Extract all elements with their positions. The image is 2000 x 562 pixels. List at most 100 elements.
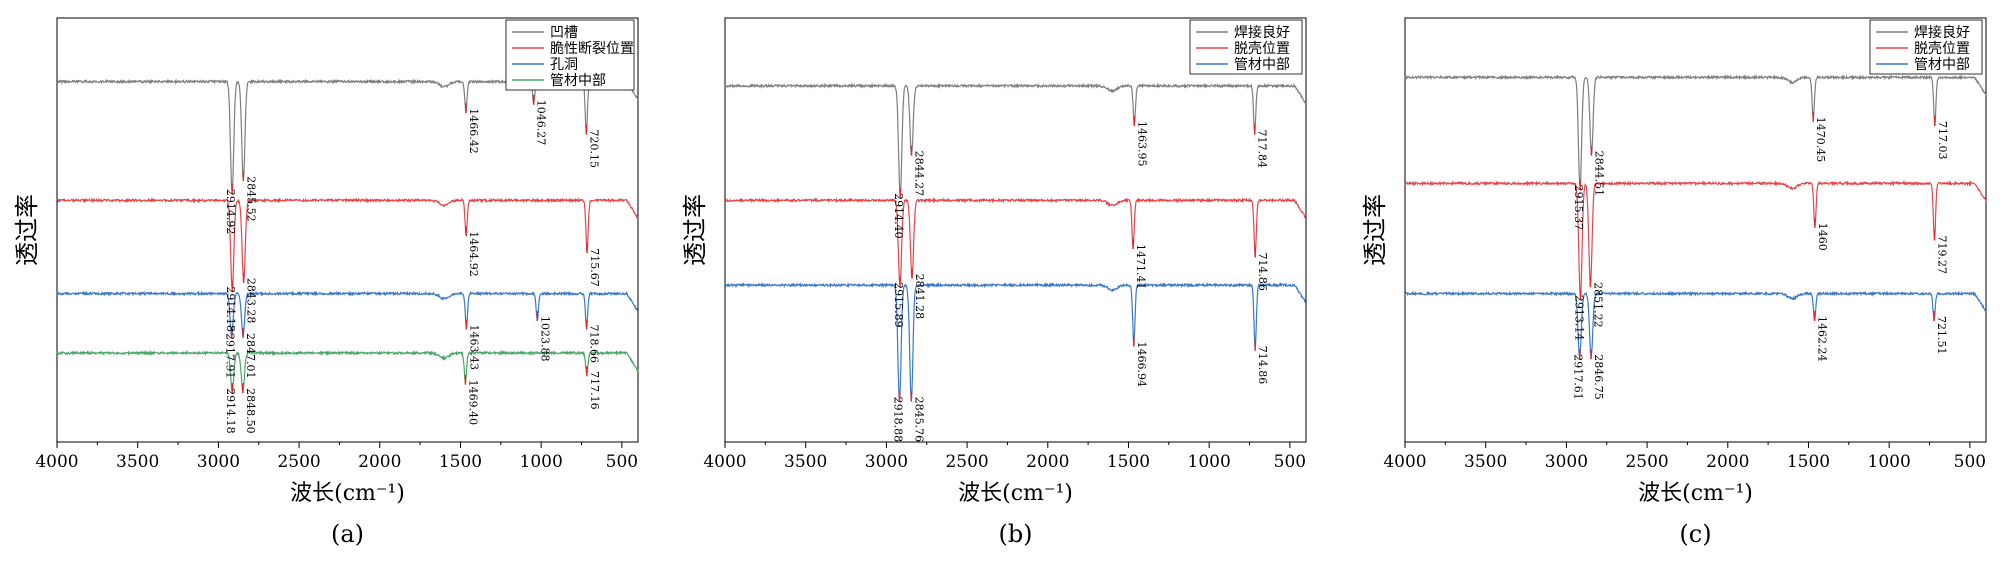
x-tick-label: 3000 [865, 452, 908, 472]
plot-frame [56, 17, 639, 443]
peak-label: 1466.94 [1135, 341, 1148, 387]
plot-frame [724, 17, 1307, 443]
x-tick-label: 1500 [1787, 452, 1830, 472]
legend-entry: 管材中部 [550, 73, 606, 89]
peak-label: 2841.28 [913, 274, 926, 320]
legend-entry: 孔洞 [550, 57, 578, 73]
x-tick-label: 4000 [703, 452, 746, 472]
x-tick-label: 2500 [277, 452, 320, 472]
legend-entry: 管材中部 [1914, 57, 1970, 73]
panel-2: 4000 3500 3000 2500 2000 1500 1000 500 波长(cm⁻¹) 透… [1361, 17, 1987, 548]
series-line-3 [56, 78, 639, 192]
x-tick-label: 1000 [520, 452, 563, 472]
panel-label: (a) [331, 520, 364, 548]
peak-label: 2846.75 [1592, 354, 1605, 400]
peak-label: 714.86 [1256, 346, 1269, 385]
legend-box [1869, 19, 1983, 75]
legend-entry: 脱壳位置 [1914, 40, 1970, 57]
peak-label: 2844.27 [913, 151, 926, 197]
series-line-1 [56, 290, 639, 337]
peak-label: 714.86 [1256, 252, 1269, 291]
peak-label: 2845.76 [912, 397, 925, 443]
peak-label: 2914.92 [224, 189, 237, 235]
peak-label: 2851.22 [1591, 282, 1604, 328]
x-axis-label: 波长(cm⁻¹) [290, 481, 405, 506]
peak-label: 2843.28 [245, 278, 258, 324]
x-tick-label: 3500 [784, 452, 827, 472]
peak-label: 2915.89 [892, 282, 905, 328]
legend-entry: 焊接良好 [1914, 24, 1970, 41]
x-tick-label: 2500 [1625, 452, 1668, 472]
peak-label: 1466.42 [467, 108, 480, 154]
peak-label: 2914.18 [224, 286, 237, 332]
legend-entry: 焊接良好 [1234, 24, 1290, 41]
peak-label: 2914.40 [892, 193, 905, 239]
y-axis-label: 透过率 [1361, 194, 1389, 266]
x-tick-label: 1500 [1107, 452, 1150, 472]
x-tick-label: 3500 [1464, 452, 1507, 472]
series-line-0 [1404, 290, 1986, 359]
legend-entry: 管材中部 [1234, 57, 1290, 73]
peak-label: 717.16 [588, 371, 601, 410]
series-line-2 [724, 82, 1307, 197]
series-line-2 [56, 196, 639, 291]
peak-label: 1469.40 [466, 380, 479, 426]
legend-entry: 凹槽 [550, 25, 578, 41]
x-tick-label: 2000 [358, 452, 401, 472]
peak-label: 2847.01 [244, 333, 257, 379]
peak-label: 1464.92 [467, 231, 480, 276]
x-tick-label: 4000 [35, 452, 78, 472]
series-line-2 [1404, 73, 1987, 188]
peak-label: 2917.91 [224, 333, 237, 379]
x-tick-label: 2000 [1706, 452, 1749, 472]
peak-label: 1463.43 [467, 325, 480, 371]
panel-0: 4000 3500 3000 2500 2000 1500 1000 500 波长(cm⁻¹) 透… [13, 17, 639, 548]
legend-box [1189, 19, 1303, 75]
series-line-1 [724, 197, 1307, 285]
peak-label: 1463.95 [1135, 121, 1148, 167]
panel-label: (b) [998, 520, 1032, 548]
panel-label: (c) [1679, 520, 1711, 548]
peak-label: 1460 [1816, 223, 1829, 251]
x-tick-label: 500 [1954, 452, 1986, 472]
peak-label: 2915.37 [1572, 185, 1585, 231]
peak-label: 717.03 [1936, 121, 1949, 160]
y-axis-label: 透过率 [681, 194, 709, 266]
x-tick-label: 2500 [945, 452, 988, 472]
x-tick-label: 1500 [439, 452, 482, 472]
plot-frame [1404, 17, 1987, 443]
peak-label: 1471.41 [1134, 244, 1147, 290]
series-line-0 [56, 349, 639, 393]
legend-entry: 脆性断裂位置 [550, 40, 634, 57]
peak-label: 2848.50 [244, 388, 257, 434]
x-tick-label: 4000 [1383, 452, 1426, 472]
y-axis-label: 透过率 [13, 194, 41, 266]
x-tick-label: 500 [1274, 452, 1306, 472]
series-line-0 [724, 281, 1307, 401]
peak-label: 2914.18 [224, 388, 237, 434]
peak-label: 2913.14 [1572, 295, 1585, 341]
peak-label: 718.66 [588, 325, 601, 364]
peak-label: 717.84 [1256, 129, 1269, 168]
peak-label: 719.27 [1935, 235, 1948, 273]
peak-label: 1470.45 [1814, 117, 1827, 163]
peak-label: 2917.61 [1572, 354, 1585, 400]
peak-label: 715.67 [588, 248, 601, 287]
x-tick-label: 1000 [1188, 452, 1231, 472]
peak-label: 720.15 [587, 129, 600, 168]
x-tick-label: 2000 [1026, 452, 1069, 472]
x-tick-label: 3500 [116, 452, 159, 472]
x-tick-label: 1000 [1868, 452, 1911, 472]
peak-label: 721.51 [1935, 316, 1948, 355]
peak-label: 2844.51 [1592, 151, 1605, 197]
series-line-1 [1404, 179, 1987, 298]
x-axis-label: 波长(cm⁻¹) [1638, 481, 1753, 506]
x-tick-label: 500 [606, 452, 638, 472]
peak-label: 1023.88 [538, 316, 551, 362]
peak-label: 2845.52 [244, 176, 257, 222]
x-tick-label: 3000 [1545, 452, 1588, 472]
